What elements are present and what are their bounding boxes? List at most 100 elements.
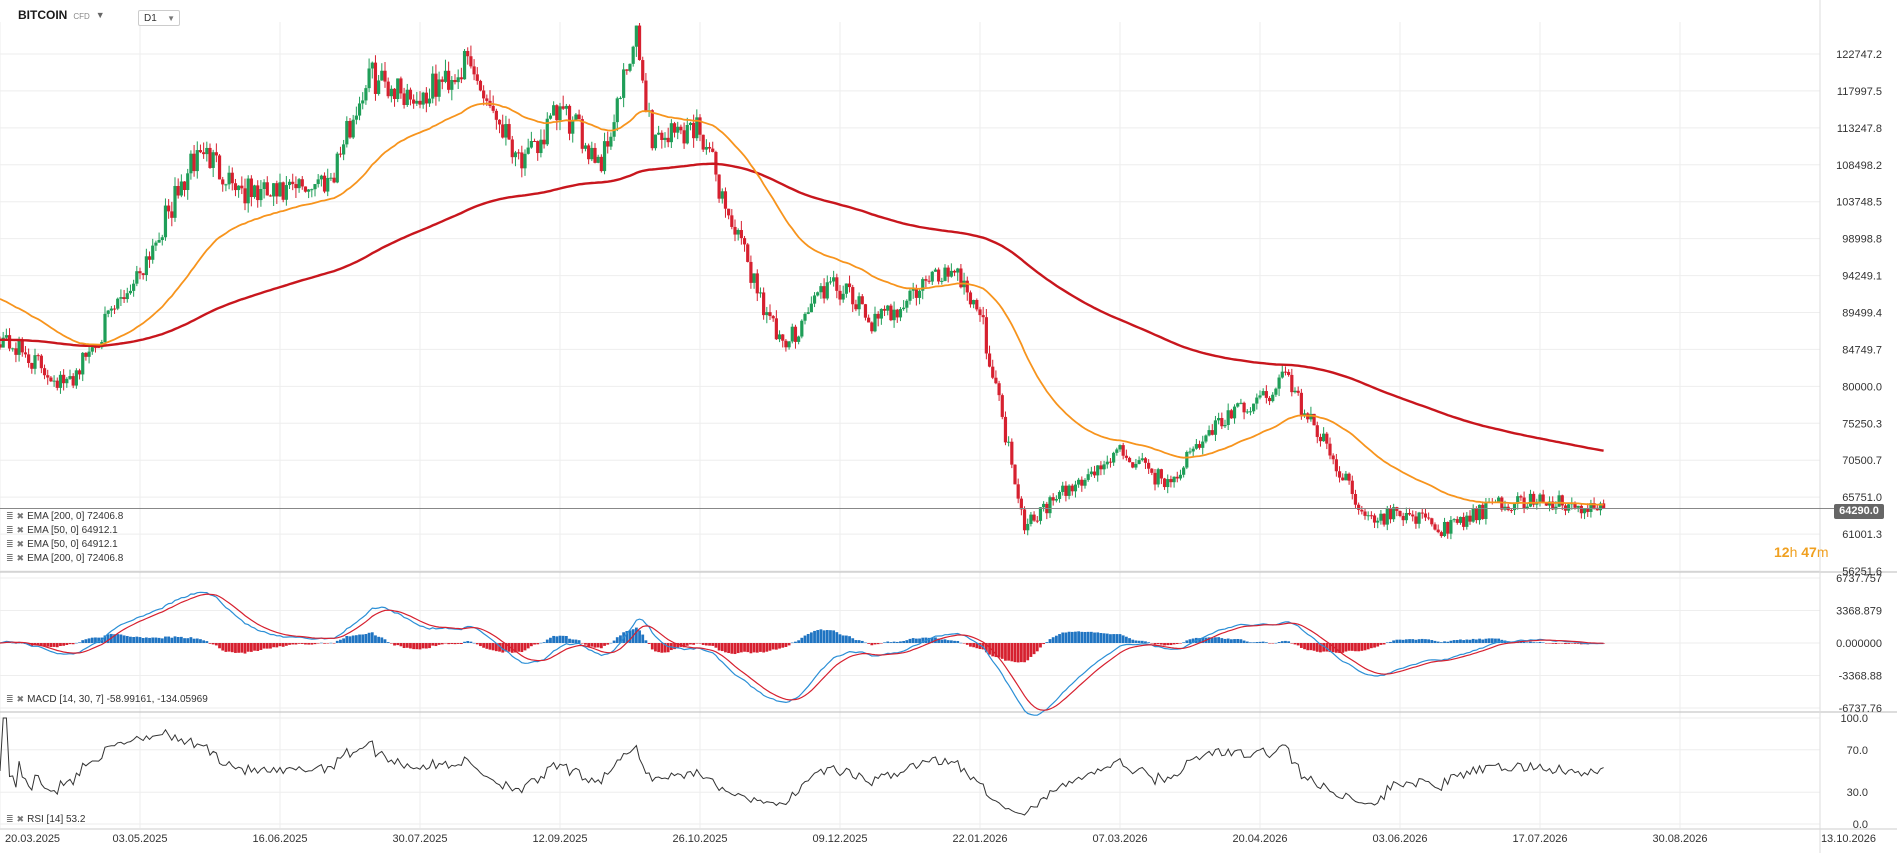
close-icon[interactable]: ✖ [16, 694, 25, 704]
rsi-tick-label: 70.0 [1847, 745, 1868, 757]
candle-body [450, 79, 454, 90]
candle-body [338, 153, 343, 155]
macd-bar [1074, 631, 1077, 643]
candles [0, 22, 1606, 540]
legend-ema-1[interactable]: ≣ ✖ EMA [200, 0] 72406.8 [6, 511, 123, 522]
candle-body [103, 313, 107, 343]
macd-bar [297, 643, 301, 644]
macd-bar [1408, 639, 1411, 643]
macd-bar [1019, 643, 1023, 663]
macd-bar [164, 636, 167, 643]
close-icon[interactable]: ✖ [16, 511, 25, 521]
candle-body [755, 273, 759, 294]
candle-body [373, 62, 378, 94]
candle-body [1528, 493, 1533, 507]
legend-ema-3[interactable]: ≣ ✖ EMA [50, 0] 64912.1 [6, 539, 118, 550]
candle-body [975, 299, 979, 310]
legend-macd[interactable]: ≣ ✖ MACD [14, 30, 7] -58.99161, -134.05969 [6, 694, 208, 705]
menu-icon[interactable]: ≣ [6, 539, 14, 549]
menu-icon[interactable]: ≣ [6, 553, 14, 563]
macd-bar [214, 643, 218, 646]
timeframe-select[interactable]: D1 ▼ [138, 10, 180, 26]
candle-body [517, 152, 521, 154]
macd-bar [253, 643, 256, 651]
macd-bar [434, 643, 438, 647]
candle-body [252, 185, 257, 198]
candle-body [1283, 371, 1288, 373]
candle-body [1032, 514, 1036, 521]
candle-body [17, 339, 21, 355]
candle-body [682, 130, 686, 144]
macd-bar [603, 643, 606, 646]
close-icon[interactable]: ✖ [16, 539, 25, 549]
macd-bar [132, 637, 136, 643]
macd-bar [1602, 643, 1606, 644]
candle-body [466, 50, 470, 57]
close-icon[interactable]: ✖ [16, 525, 25, 535]
macd-bar [962, 643, 966, 644]
candle-body [237, 185, 241, 191]
candle-body [1404, 512, 1408, 521]
macd-bar [84, 639, 88, 643]
close-icon[interactable]: ✖ [16, 814, 25, 824]
candle-body [1156, 469, 1160, 485]
macd-bar [186, 638, 190, 643]
candle-body [660, 132, 664, 140]
candle-body [482, 90, 486, 99]
candle-body [1, 337, 5, 348]
legend-ema-4[interactable]: ≣ ✖ EMA [200, 0] 72406.8 [6, 553, 123, 564]
candle-body [1433, 524, 1437, 530]
candle-body [322, 175, 327, 192]
macd-bar [666, 643, 670, 653]
menu-icon[interactable]: ≣ [6, 694, 14, 704]
candle-body [644, 80, 648, 112]
menu-icon[interactable]: ≣ [6, 511, 14, 521]
candle-body [1007, 441, 1011, 443]
macd-bar [380, 637, 384, 643]
macd-bar [179, 636, 183, 643]
symbol-header[interactable]: BITCOIN CFD ▼ [18, 8, 105, 22]
candle-body [828, 281, 833, 283]
candle-body [882, 308, 887, 311]
candle-body [300, 179, 304, 187]
macd-bar [663, 643, 667, 653]
macd-bar [704, 643, 708, 646]
macd-bar [590, 643, 594, 647]
x-tick-label: 16.06.2025 [252, 833, 307, 845]
macd-bar [717, 643, 721, 651]
legend-rsi[interactable]: ≣ ✖ RSI [14] 53.2 [6, 814, 85, 825]
macd-bar [1105, 633, 1109, 643]
candle-body [475, 74, 479, 81]
macd-bar [1551, 643, 1555, 644]
macd-bar [956, 640, 960, 643]
menu-icon[interactable]: ≣ [6, 525, 14, 535]
menu-icon[interactable]: ≣ [6, 814, 14, 824]
candle-body [42, 368, 47, 376]
chevron-down-icon[interactable]: ▼ [95, 10, 105, 20]
candle-body [733, 226, 737, 235]
last-price-tag: 64290.0 [1834, 504, 1884, 519]
macd-bar [937, 638, 941, 643]
y-tick-label: 84749.7 [1842, 344, 1882, 356]
macd-bar [619, 635, 622, 643]
candle-body [431, 73, 435, 99]
candle-body [857, 296, 861, 310]
candle-body [1245, 411, 1249, 413]
candle-body [1236, 403, 1240, 407]
candle-body [809, 303, 813, 313]
candle-body [618, 97, 623, 99]
macd-bar [218, 643, 221, 649]
candle-body [1182, 467, 1186, 475]
macd-bar [154, 637, 158, 643]
macd-bar [1277, 642, 1281, 643]
macd-bar [488, 643, 492, 650]
legend-ema-2[interactable]: ≣ ✖ EMA [50, 0] 64912.1 [6, 525, 118, 536]
candle-body [497, 119, 502, 125]
candle-body [1077, 479, 1081, 485]
macd-bar [246, 643, 250, 652]
candle-body [1442, 521, 1447, 537]
macd-bar [144, 637, 148, 643]
macd-bar [1478, 638, 1481, 643]
close-icon[interactable]: ✖ [16, 553, 25, 563]
